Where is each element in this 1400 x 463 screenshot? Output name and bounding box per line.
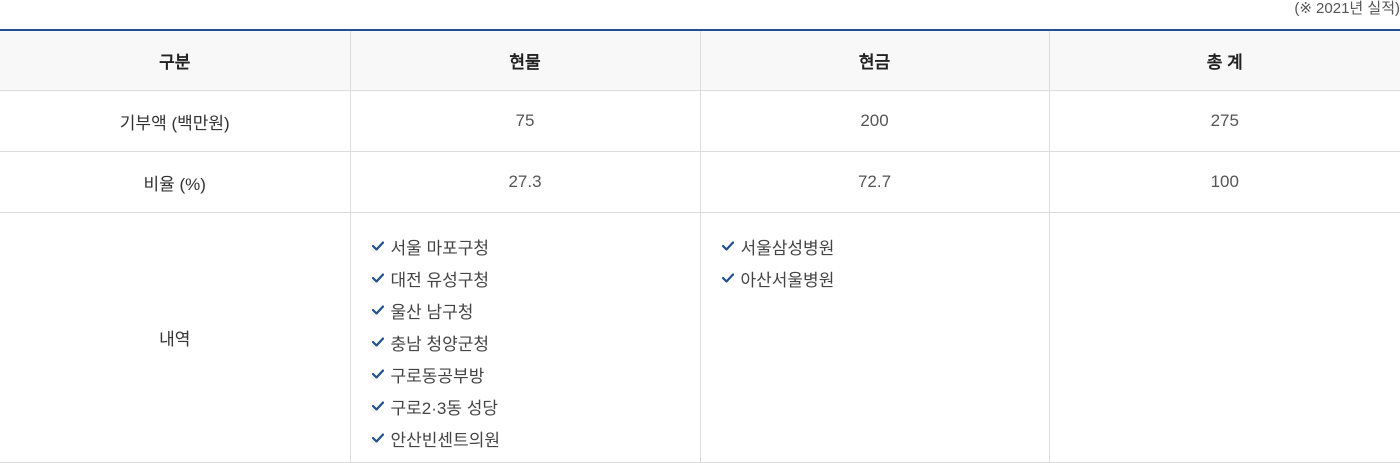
ratio-in-kind: 27.3	[350, 151, 701, 213]
header-total: 총 계	[1049, 30, 1400, 91]
checkmark-icon	[371, 401, 384, 411]
amount-in-kind: 75	[350, 90, 701, 152]
list-item: 울산 남구청	[371, 294, 700, 326]
amount-cash: 200	[700, 90, 1050, 152]
total-list	[1050, 213, 1400, 230]
table-row: 비율 (%) 27.3 72.7 100	[0, 151, 1400, 213]
list-item: 안산빈센트의원	[371, 422, 700, 454]
list-item-label: 구로동공부방	[390, 366, 485, 386]
list-item: 구로2·3동 성당	[371, 390, 700, 422]
checkmark-icon	[721, 241, 734, 251]
list-item-label: 울산 남구청	[390, 302, 474, 322]
checkmark-icon	[371, 241, 384, 251]
checkmark-icon	[371, 305, 384, 315]
list-item-label: 구로2·3동 성당	[390, 398, 499, 418]
checkmark-icon	[371, 337, 384, 347]
list-item-label: 서울삼성병원	[740, 238, 835, 258]
checkmark-icon	[371, 369, 384, 379]
list-item-label: 충남 청양군청	[390, 334, 490, 354]
amount-total: 275	[1049, 90, 1400, 152]
donation-table: 구분 현물 현금 총 계 기부액 (백만원) 75 200 275 비율 (%)…	[0, 29, 1400, 463]
list-item-label: 안산빈센트의원	[390, 430, 500, 450]
table-row: 기부액 (백만원) 75 200 275	[0, 90, 1400, 152]
ratio-total: 100	[1049, 151, 1400, 213]
list-item: 충남 청양군청	[371, 326, 700, 358]
list-item: 아산서울병원	[721, 262, 1049, 294]
header-category: 구분	[0, 30, 351, 91]
row-label-ratio: 비율 (%)	[0, 151, 351, 213]
list-item-label: 대전 유성구청	[390, 270, 490, 290]
checkmark-icon	[371, 433, 384, 443]
ratio-cash: 72.7	[700, 151, 1050, 213]
checkmark-icon	[371, 273, 384, 283]
list-item: 구로동공부방	[371, 358, 700, 390]
period-note: (※ 2021년 실적)	[1294, 0, 1400, 17]
list-item: 서울 마포구청	[371, 230, 700, 262]
list-item-label: 아산서울병원	[740, 270, 835, 290]
list-item: 대전 유성구청	[371, 262, 700, 294]
table-header-row: 구분 현물 현금 총 계	[0, 30, 1400, 91]
list-item: 서울삼성병원	[721, 230, 1049, 262]
row-label-details: 내역	[0, 212, 351, 463]
details-total-cell	[1049, 212, 1400, 463]
list-item-label: 서울 마포구청	[390, 238, 490, 258]
row-label-amount: 기부액 (백만원)	[0, 90, 351, 152]
checkmark-icon	[721, 273, 734, 283]
header-cash: 현금	[700, 30, 1050, 91]
header-in-kind: 현물	[350, 30, 701, 91]
